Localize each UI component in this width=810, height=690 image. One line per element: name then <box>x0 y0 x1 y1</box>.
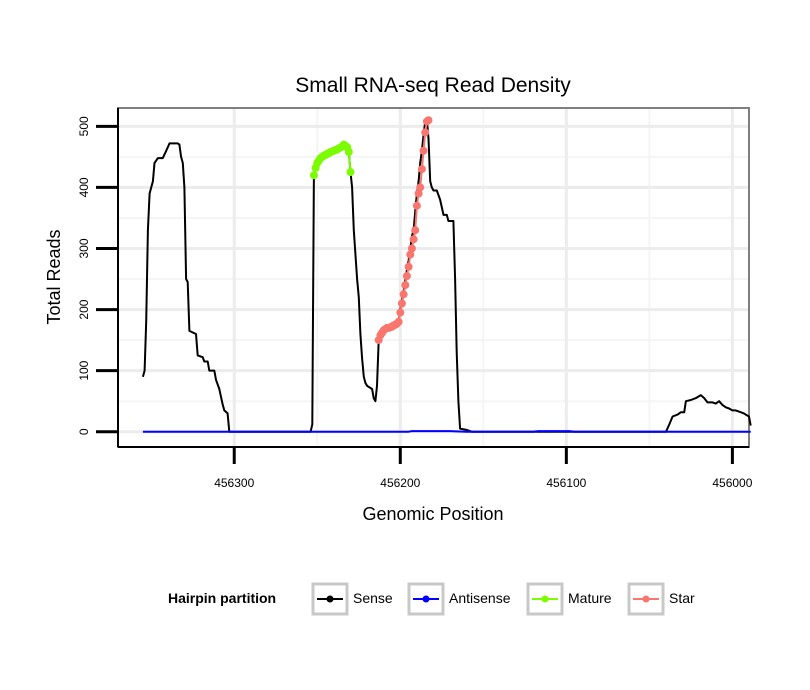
series-line-antisense <box>142 430 751 433</box>
data-point-star <box>412 201 421 210</box>
legend-key-point-mature <box>541 595 549 603</box>
series-layer <box>141 116 752 433</box>
x-tick-label: 456000 <box>712 476 752 490</box>
x-tick-label: 456200 <box>380 476 420 490</box>
legend-item-sense: Sense <box>311 582 393 616</box>
data-point-mature <box>309 171 318 180</box>
minor-gridlines <box>119 109 748 446</box>
data-point-star <box>419 146 428 155</box>
legend-label-mature: Mature <box>568 590 612 606</box>
data-point-star <box>401 281 410 290</box>
data-point-mature <box>344 148 353 156</box>
data-point-star <box>407 244 416 253</box>
data-point-star <box>397 299 406 308</box>
y-tick-label: 400 <box>77 177 91 197</box>
chart-title: Small RNA-seq Read Density <box>295 74 571 97</box>
legend-item-star: Star <box>627 582 695 616</box>
legend-item-mature: Mature <box>526 582 612 616</box>
y-tick-label: 200 <box>77 299 91 319</box>
legend-title: Hairpin partition <box>168 590 276 606</box>
data-point-star <box>411 226 420 235</box>
data-point-star <box>424 116 433 125</box>
plot-panel <box>117 107 750 448</box>
legend-label-star: Star <box>669 590 695 606</box>
y-tick-label: 0 <box>77 428 91 435</box>
data-point-star <box>399 290 408 299</box>
series-star <box>374 116 433 345</box>
data-point-star <box>414 189 423 198</box>
legend-key-point-star <box>642 595 650 603</box>
data-point-star <box>417 165 426 174</box>
series-antisense <box>142 430 751 433</box>
legend-item-antisense: Antisense <box>407 582 511 616</box>
data-point-star <box>421 128 430 137</box>
y-axis-title: Total Reads <box>44 229 64 324</box>
y-tick-label: 100 <box>77 360 91 380</box>
data-point-star <box>396 308 405 317</box>
x-axis-ticks: 456300 456200 456100 456000 <box>214 447 753 490</box>
x-axis-title: Genomic Position <box>362 504 503 524</box>
y-tick-label: 500 <box>77 116 91 136</box>
legend-label-sense: Sense <box>353 590 393 606</box>
legend-label-antisense: Antisense <box>449 590 511 606</box>
data-point-star <box>404 262 413 271</box>
data-point-mature <box>346 168 355 177</box>
data-point-star <box>406 250 415 259</box>
data-point-star <box>402 272 411 280</box>
data-point-star <box>409 235 418 244</box>
y-tick-label: 300 <box>77 238 91 258</box>
data-point-star <box>394 317 403 326</box>
x-tick-label: 456300 <box>214 476 254 490</box>
series-mature <box>309 140 355 180</box>
legend-key-point-sense <box>326 595 334 603</box>
y-axis-ticks: 0 100 200 300 400 500 <box>77 116 118 435</box>
x-tick-label: 456100 <box>546 476 586 490</box>
legend-key-point-antisense <box>422 595 430 603</box>
data-point-star <box>416 183 425 192</box>
legend: Hairpin partition Sense Antisense Mature St… <box>168 582 695 616</box>
